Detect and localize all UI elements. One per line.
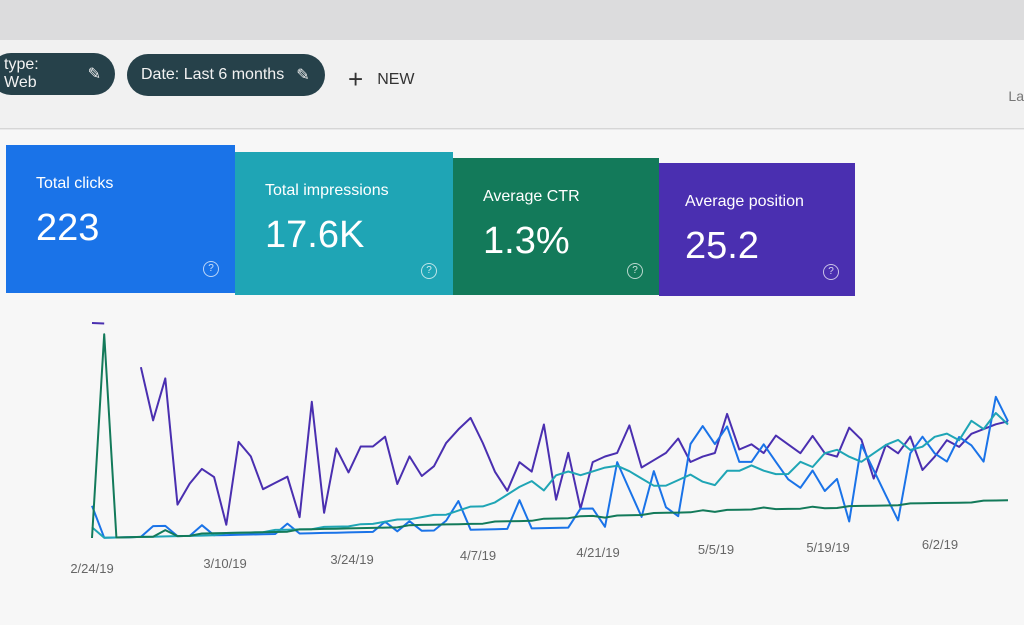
metric-value: 25.2 <box>685 225 759 267</box>
x-tick-label: 5/5/19 <box>698 542 734 557</box>
metric-average-position[interactable]: Average position 25.2 ? <box>659 163 855 296</box>
window-top <box>0 0 1024 40</box>
chip-label: Date: Last 6 months <box>141 66 285 83</box>
x-tick-label: 2/24/19 <box>70 561 113 576</box>
metric-value: 17.6K <box>265 214 365 256</box>
cutoff-text: La <box>1008 88 1024 104</box>
pencil-icon[interactable]: ✎ <box>296 67 310 84</box>
x-tick-label: 6/2/19 <box>922 537 958 552</box>
help-icon[interactable]: ? <box>421 263 437 279</box>
series-line-3 <box>91 333 1009 539</box>
metric-label: Total impressions <box>265 182 389 199</box>
metric-label: Total clicks <box>36 175 114 192</box>
metric-label: Average CTR <box>483 188 580 205</box>
help-icon[interactable]: ? <box>627 263 643 279</box>
chip-label: type: Web <box>4 56 39 91</box>
help-icon[interactable]: ? <box>823 264 839 280</box>
metric-value: 223 <box>36 207 100 249</box>
new-label: NEW <box>377 70 415 88</box>
series-line-0 <box>91 322 1009 526</box>
pencil-icon[interactable]: ✎ <box>87 66 101 83</box>
metric-label: Average position <box>685 193 804 210</box>
x-tick-label: 3/24/19 <box>330 552 373 567</box>
metric-value: 1.3% <box>483 220 570 262</box>
help-icon[interactable]: ? <box>203 261 219 277</box>
date-filter-chip[interactable]: Date: Last 6 months ✎ <box>127 54 325 96</box>
new-filter-button[interactable]: + NEW <box>348 64 415 95</box>
performance-card: Total clicks 223 ? Total impressions 17.… <box>0 130 1024 625</box>
series-line-1 <box>91 395 1009 539</box>
x-tick-label: 4/21/19 <box>576 545 619 560</box>
metric-total-clicks[interactable]: Total clicks 223 ? <box>6 145 235 293</box>
x-tick-label: 4/7/19 <box>460 548 496 563</box>
search-type-filter-chip[interactable]: type: Web ✎ <box>0 53 115 95</box>
metric-average-ctr[interactable]: Average CTR 1.3% ? <box>453 158 659 295</box>
metric-total-impressions[interactable]: Total impressions 17.6K ? <box>235 152 453 295</box>
filter-bar: type: Web ✎ Date: Last 6 months ✎ + NEW … <box>0 40 1024 129</box>
plus-icon: + <box>348 64 364 94</box>
x-tick-label: 3/10/19 <box>203 556 246 571</box>
x-tick-label: 5/19/19 <box>806 540 849 555</box>
